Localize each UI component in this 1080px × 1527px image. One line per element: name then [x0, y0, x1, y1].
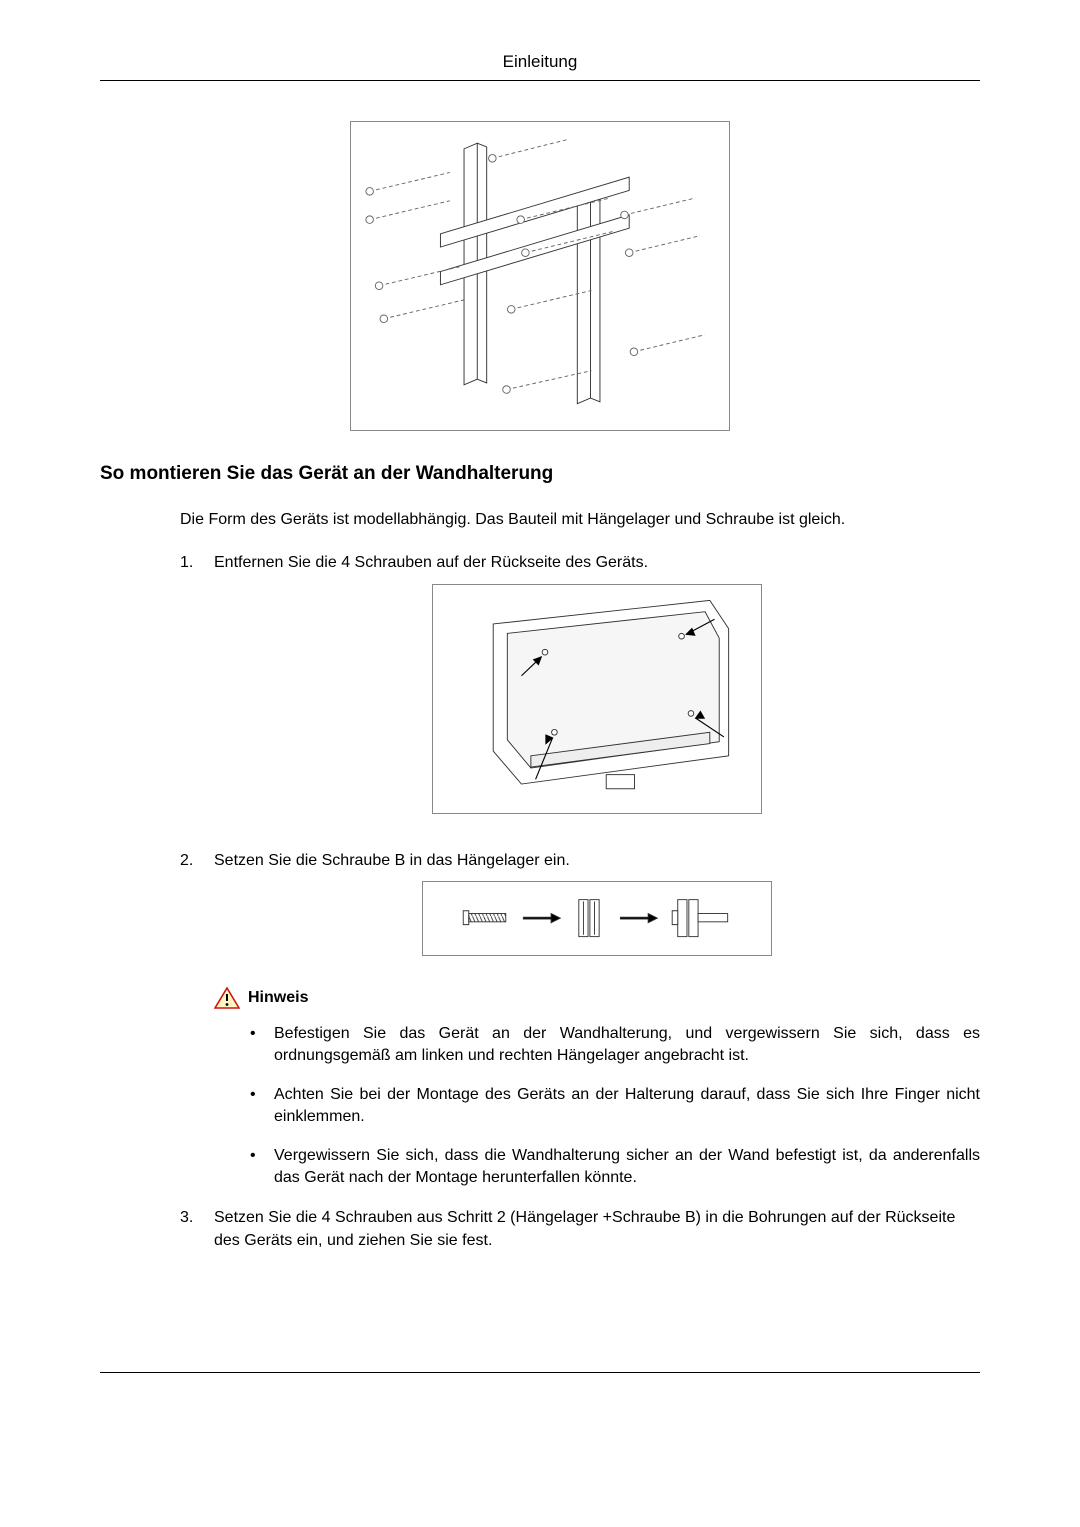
notice-item: Achten Sie bei der Montage des Geräts an…	[250, 1084, 980, 1129]
step-2: 2. Setzen Sie die Schraube B in das Häng…	[180, 850, 980, 980]
notice-item: Befestigen Sie das Gerät an der Wandhalt…	[250, 1023, 980, 1068]
section-title: So montieren Sie das Gerät an der Wandha…	[100, 461, 980, 488]
step-text: Setzen Sie die 4 Schrauben aus Schritt 2…	[214, 1209, 955, 1248]
diagram-wall-mount-exploded	[350, 121, 730, 431]
diagram-monitor-back	[432, 584, 762, 814]
step-number: 2.	[180, 850, 214, 980]
notice-block: Hinweis Befestigen Sie das Gerät an der …	[214, 987, 980, 1190]
svg-exploded-mount	[360, 130, 719, 423]
intro-paragraph: Die Form des Geräts ist modellabhängig. …	[180, 509, 980, 531]
step-3: 3. Setzen Sie die 4 Schrauben aus Schrit…	[180, 1207, 980, 1252]
step-number: 3.	[180, 1207, 214, 1252]
svg-monitor-back	[441, 591, 753, 808]
steps-list-cont: 3. Setzen Sie die 4 Schrauben aus Schrit…	[180, 1207, 980, 1252]
warning-icon	[214, 987, 240, 1009]
notice-label: Hinweis	[248, 987, 308, 1009]
diagram-screw-assembly	[422, 881, 772, 956]
header-title: Einleitung	[503, 52, 578, 71]
step-1: 1. Entfernen Sie die 4 Schrauben auf der…	[180, 552, 980, 844]
notice-header: Hinweis	[214, 987, 980, 1009]
step-text: Setzen Sie die Schraube B in das Hängela…	[214, 852, 570, 869]
step-number: 1.	[180, 552, 214, 844]
notice-items: Befestigen Sie das Gerät an der Wandhalt…	[250, 1023, 980, 1189]
steps-list: 1. Entfernen Sie die 4 Schrauben auf der…	[180, 552, 980, 981]
step-text: Entfernen Sie die 4 Schrauben auf der Rü…	[214, 554, 648, 571]
page-header: Einleitung	[100, 50, 980, 81]
page-footer-rule	[100, 1372, 980, 1373]
svg-screw-assembly	[432, 883, 763, 952]
notice-item: Vergewissern Sie sich, dass die Wandhalt…	[250, 1145, 980, 1190]
